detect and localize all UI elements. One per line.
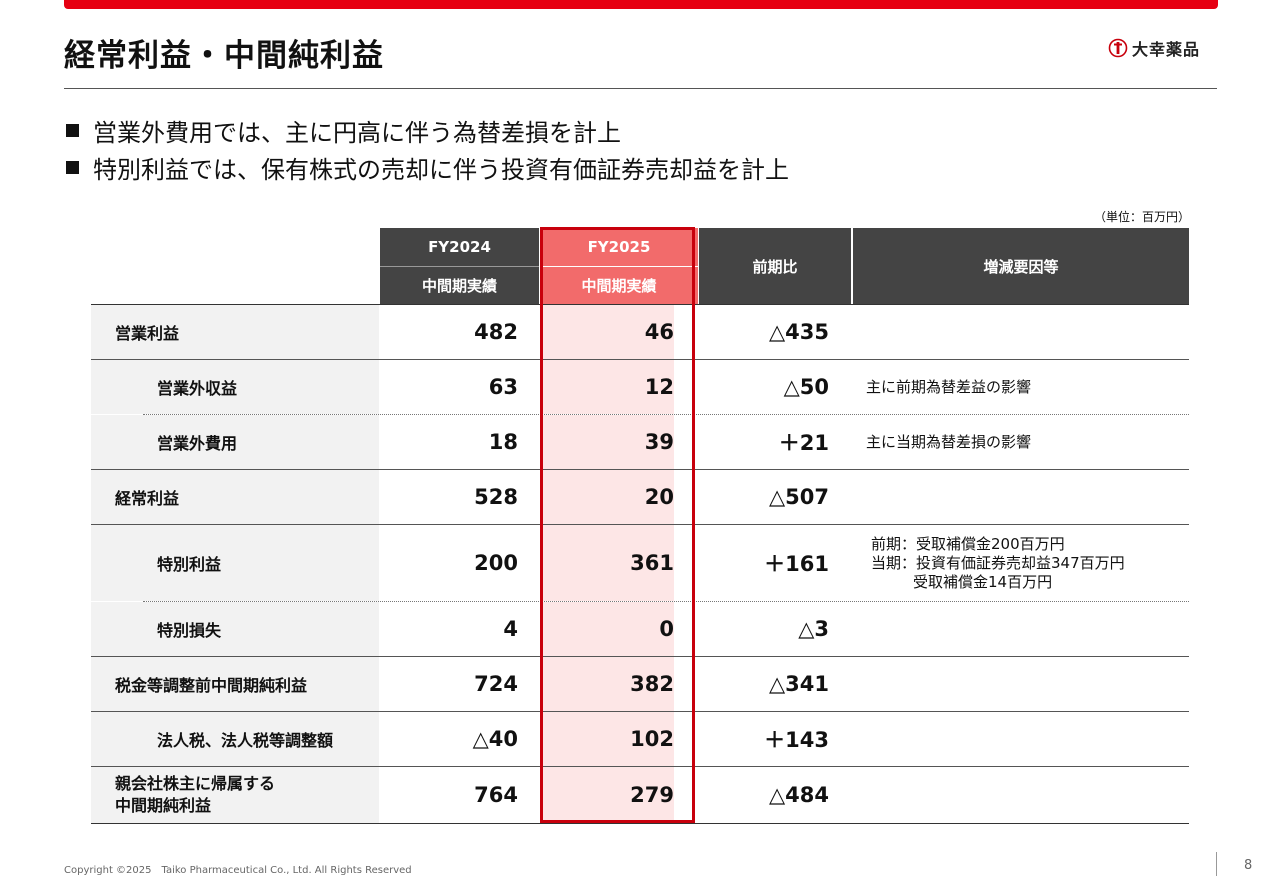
fy2025-value: 12: [542, 360, 674, 414]
table-row: 特別利益 200 361 ＋161 前期：受取補償金200百万円 当期：投資有価…: [91, 525, 1189, 601]
table-row: 特別損失 4 0 △3: [91, 602, 1189, 656]
row-label-line: 親会社株主に帰属する: [115, 774, 276, 793]
row-divider: [91, 656, 1189, 657]
row-label-line: 中間期純利益: [115, 796, 212, 815]
diff-value: △507: [769, 485, 829, 509]
logo-mark-icon: [1108, 38, 1128, 58]
diff-value: △3: [798, 617, 829, 641]
logo-text: 大幸薬品: [1132, 40, 1201, 59]
fy2025-value: 361: [542, 525, 674, 601]
page-number: 8: [1244, 858, 1253, 873]
square-bullet-icon: [66, 161, 79, 174]
table-row: 営業外収益 63 12 △50 主に前期為替差益の影響: [91, 360, 1189, 414]
header-fy2025-sub: 中間期実績: [540, 267, 698, 304]
fy2025-value: 382: [542, 657, 674, 711]
row-label: 法人税、法人税等調整額: [91, 712, 379, 766]
diff-value: △435: [769, 320, 829, 344]
row-divider-dotted: [143, 601, 1189, 602]
header-reason-label: 増減要因等: [983, 257, 1059, 276]
row-label: 税金等調整前中間期純利益: [91, 657, 379, 711]
page-number-separator: [1216, 852, 1217, 876]
header-diff: 前期比: [699, 228, 851, 304]
row-divider: [91, 359, 1189, 360]
fy2025-value: 279: [542, 767, 674, 823]
table-row: 法人税、法人税等調整額 △40 102 ＋143: [91, 712, 1189, 766]
diff-value: ＋21: [778, 431, 829, 455]
fy2025-value: 46: [542, 305, 674, 359]
row-divider: [91, 524, 1189, 525]
fy2024-value: 482: [474, 320, 518, 344]
table-row: 税金等調整前中間期純利益 724 382 △341: [91, 657, 1189, 711]
fy2025-value: 102: [542, 712, 674, 766]
row-divider: [91, 711, 1189, 712]
reason-note: 主に前期為替差益の影響: [866, 377, 1032, 396]
row-label: 特別利益: [91, 525, 379, 601]
fy2024-value: 724: [474, 672, 518, 696]
fy2024-value: 18: [488, 430, 518, 454]
header-fy2025: FY2025 中間期実績: [540, 228, 698, 304]
copyright: Copyright ©2025 Taiko Pharmaceutical Co.…: [64, 865, 412, 876]
unit-label: （単位：百万円）: [1093, 210, 1190, 224]
header-fy2024-label: FY2024: [428, 238, 491, 256]
fy2025-value: 0: [542, 602, 674, 656]
row-divider: [91, 766, 1189, 767]
diff-value: ＋143: [764, 728, 829, 752]
fy2025-value: 20: [542, 470, 674, 524]
header-diff-label: 前期比: [752, 257, 798, 276]
fy2024-value: 528: [474, 485, 518, 509]
reason-note-line: 前期：受取補償金200百万円: [871, 534, 1065, 553]
row-label: 経常利益: [91, 470, 379, 524]
diff-value: △50: [783, 375, 829, 399]
diff-value: △484: [769, 783, 829, 807]
row-label: 親会社株主に帰属する 中間期純利益: [91, 767, 379, 823]
row-label: 営業外費用: [91, 415, 379, 469]
table-row: 営業利益 482 46 △435: [91, 305, 1189, 359]
row-divider: [91, 469, 1189, 470]
table-row: 経常利益 528 20 △507: [91, 470, 1189, 524]
summary-bullets: 営業外費用では、主に円高に伴う為替差損を計上 特別利益では、保有株式の売却に伴う…: [64, 112, 789, 186]
page-title: 経常利益・中間純利益: [64, 38, 384, 74]
fy2024-value: 200: [474, 551, 518, 575]
fy2024-value: 4: [503, 617, 518, 641]
reason-note-line: 当期：投資有価証券売却益347百万円: [871, 553, 1125, 572]
reason-note-line: 受取補償金14百万円: [913, 572, 1053, 591]
fy2024-value: 764: [474, 783, 518, 807]
bullet-item: 特別利益では、保有株式の売却に伴う投資有価証券売却益を計上: [64, 149, 789, 186]
fy2025-value: 39: [542, 415, 674, 469]
reason-note: 主に当期為替差損の影響: [866, 432, 1032, 451]
table-row: 親会社株主に帰属する 中間期純利益 764 279 △484: [91, 767, 1189, 823]
row-label: 営業外収益: [91, 360, 379, 414]
header-bottom-rule: [91, 304, 1189, 305]
reason-note: 前期：受取補償金200百万円 当期：投資有価証券売却益347百万円 受取補償金1…: [871, 525, 1191, 601]
table-row: 営業外費用 18 39 ＋21 主に当期為替差損の影響: [91, 415, 1189, 469]
top-accent-bar: [64, 0, 1218, 9]
header-fy2024: FY2024 中間期実績: [380, 228, 539, 304]
company-logo: 大幸薬品: [1108, 36, 1200, 60]
fy2024-value: 63: [488, 375, 518, 399]
header-reason: 増減要因等: [853, 228, 1189, 304]
row-label: 特別損失: [91, 602, 379, 656]
header-fy2025-label: FY2025: [540, 228, 698, 266]
title-divider: [64, 88, 1217, 89]
square-bullet-icon: [66, 124, 79, 137]
header-fy2024-sub: 中間期実績: [421, 277, 497, 295]
row-divider-dotted: [143, 414, 1189, 415]
bullet-text: 特別利益では、保有株式の売却に伴う投資有価証券売却益を計上: [93, 156, 789, 184]
row-label: 営業利益: [91, 305, 379, 359]
diff-value: △341: [769, 672, 829, 696]
bullet-text: 営業外費用では、主に円高に伴う為替差損を計上: [93, 119, 621, 147]
bullet-item: 営業外費用では、主に円高に伴う為替差損を計上: [64, 112, 789, 149]
fy2024-value: △40: [472, 727, 518, 751]
table-bottom-rule: [91, 823, 1189, 824]
diff-value: ＋161: [764, 552, 829, 576]
